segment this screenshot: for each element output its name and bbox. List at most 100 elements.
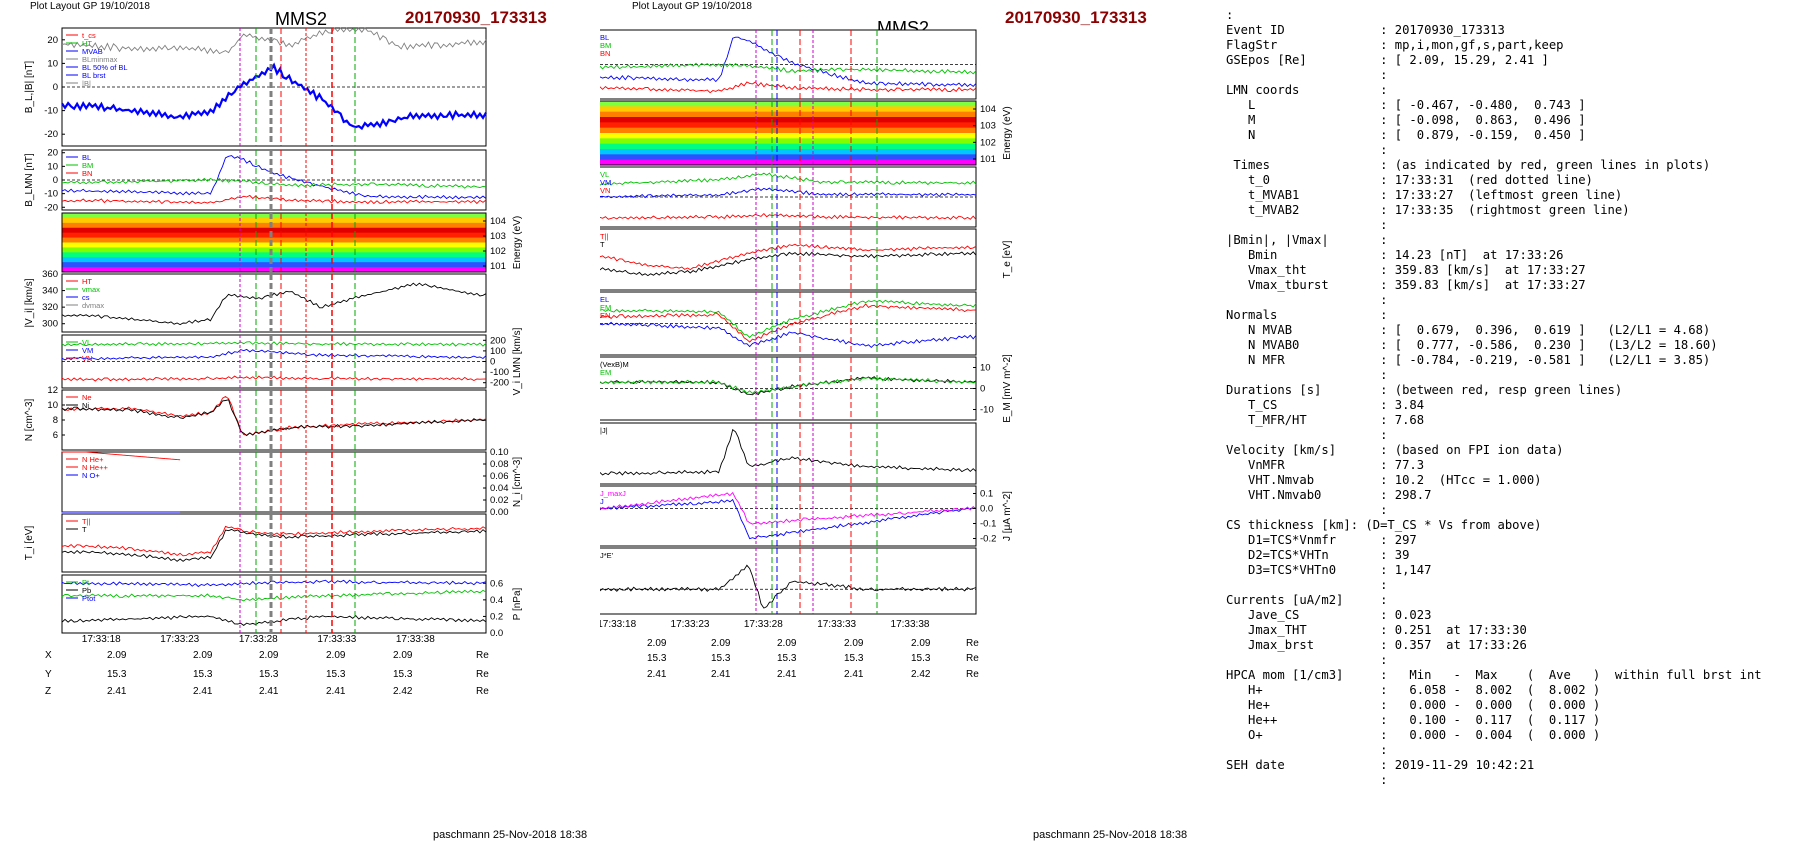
position-row-unit: Re xyxy=(966,638,979,649)
info-line: : xyxy=(1226,578,1388,592)
info-line: N MFR : [ -0.784, -0.219, -0.581 ] (L2/L… xyxy=(1226,353,1711,367)
position-row-value: 15.3 xyxy=(107,669,127,680)
y-tick-label: 20 xyxy=(47,35,58,46)
info-line: T_CS : 3.84 xyxy=(1226,398,1425,412)
panel-frame xyxy=(600,422,977,485)
legend-label: VL xyxy=(600,170,609,179)
spectrogram-band xyxy=(62,213,486,219)
info-line: O+ : 0.000 - 0.004 ( 0.000 ) xyxy=(1226,728,1601,742)
spectrogram-band xyxy=(62,257,486,263)
legend-label: N He+ xyxy=(82,455,104,464)
series-bm xyxy=(600,62,977,75)
spectrogram-band xyxy=(62,242,486,248)
spectrogram-band xyxy=(600,149,976,155)
y-axis-label: T_e [eV] xyxy=(1002,240,1013,278)
legend-label: EM xyxy=(600,368,611,377)
y-tick-label: 0.6 xyxy=(490,578,503,589)
spectrogram-band xyxy=(62,252,486,258)
y-axis-label: J [μA m^-2] xyxy=(1002,491,1013,541)
info-line: Event ID : 20170930_173313 xyxy=(1226,23,1505,37)
y-tick-label: 0.2 xyxy=(490,611,503,622)
panel-7: T_i [eV] T||T xyxy=(24,513,487,573)
spectrogram-band xyxy=(600,159,976,166)
left-event-label: 20170930_173313 xyxy=(405,8,547,27)
position-row-value: 2.09 xyxy=(259,650,279,661)
y-tick-label: 10 xyxy=(47,400,58,411)
info-line: N : [ 0.879, -0.159, 0.450 ] xyxy=(1226,128,1586,142)
y-tick-label: 101 xyxy=(980,154,996,165)
series--b- xyxy=(61,27,487,55)
time-tick-label: 17:33:38 xyxy=(891,619,930,630)
spectrogram-band xyxy=(600,122,976,129)
position-row-unit: Re xyxy=(966,669,979,680)
series-t xyxy=(61,528,487,562)
spectrogram-frame xyxy=(61,212,487,273)
y-tick-label: 10 xyxy=(47,58,58,69)
panel-0: 20 10 0 -10 -20 B_L,|B| [nT] t_csHTMVABBLminma… xyxy=(24,27,487,147)
legend-label: J xyxy=(600,497,604,506)
spectrogram-band xyxy=(600,101,976,107)
legend-label: EM xyxy=(600,303,611,312)
info-line: Jave_CS : 0.023 xyxy=(1226,608,1432,622)
panel-frame xyxy=(600,228,977,291)
legend-label: J_maxJ xyxy=(600,489,626,498)
series-vm xyxy=(600,187,977,199)
spectrogram-band xyxy=(600,133,976,139)
info-line: GSEpos [Re] : [ 2.09, 15.29, 2.41 ] xyxy=(1226,53,1549,67)
time-tick-label: 17:33:28 xyxy=(239,634,278,645)
series-t- xyxy=(61,525,487,557)
spectrogram-band xyxy=(600,106,976,113)
info-line: LMN coords : xyxy=(1226,83,1388,97)
series-n-he- xyxy=(62,451,181,461)
y-axis-label: P [nPa] xyxy=(512,587,523,620)
position-row-unit: Re xyxy=(476,650,489,661)
info-line: Currents [uA/m2] : xyxy=(1226,593,1388,607)
legend-label: J*E' xyxy=(600,551,614,560)
right-figure-footer: paschmann 25-Nov-2018 18:38 xyxy=(1033,829,1188,841)
legend-label: dvmax xyxy=(82,301,104,310)
spectrogram-band xyxy=(600,117,976,123)
info-line: : xyxy=(1226,143,1388,157)
info-line: D2=TCS*VHTn : 39 xyxy=(1226,548,1410,562)
series-bl xyxy=(61,155,487,200)
y-tick-label: 0.4 xyxy=(490,595,503,606)
info-line: : xyxy=(1226,8,1234,22)
info-line: t_MVAB2 : 17:33:35 (rightmost green line… xyxy=(1226,203,1630,217)
position-row-label: X xyxy=(45,650,52,661)
legend-label: BL xyxy=(82,153,91,162)
position-row-value: 15.3 xyxy=(193,669,213,680)
time-tick-label: 17:33:18 xyxy=(600,619,637,630)
y-tick-label: -0.2 xyxy=(980,534,996,545)
position-row-value: 15.3 xyxy=(393,669,413,680)
y-tick-label: 0.06 xyxy=(490,471,509,482)
legend-label: cs xyxy=(82,293,90,302)
series--vi- xyxy=(61,282,487,326)
y-axis-label: Energy (eV) xyxy=(1002,106,1013,159)
info-line: : xyxy=(1226,368,1388,382)
series--j- xyxy=(600,428,977,476)
legend-label: (VexB)M xyxy=(600,360,629,369)
series-vn xyxy=(600,212,977,221)
info-line: M : [ -0.098, 0.863, 0.496 ] xyxy=(1226,113,1586,127)
time-tick-label: 17:33:33 xyxy=(817,619,856,630)
legend-label: BM xyxy=(82,161,93,170)
position-row-value: 15.3 xyxy=(326,669,346,680)
series-vl xyxy=(600,172,977,186)
legend-label: EL xyxy=(600,295,609,304)
info-line: VHT.Nmvab : 10.2 (HTcc = 1.000) xyxy=(1226,473,1542,487)
info-line: |Bmin|, |Vmax| : xyxy=(1226,233,1388,247)
y-tick-label: 0 xyxy=(53,82,58,93)
info-line: SEH date : 2019-11-29 10:42:21 xyxy=(1226,758,1535,772)
series-ptot xyxy=(61,579,487,588)
legend-label: HT xyxy=(82,277,92,286)
info-line: Vmax_tburst : 359.83 [km/s] at 17:33:27 xyxy=(1226,278,1586,292)
y-tick-label: -20 xyxy=(44,129,58,140)
panel-frame xyxy=(61,574,487,634)
y-tick-label: 101 xyxy=(490,261,506,272)
legend-label: Ptot xyxy=(82,594,96,603)
spectrogram-band xyxy=(600,143,976,150)
y-tick-label: -10 xyxy=(44,189,58,200)
panel-2: 104 103 102 101 Energy (eV) xyxy=(61,212,523,273)
panel-frame xyxy=(61,273,487,333)
